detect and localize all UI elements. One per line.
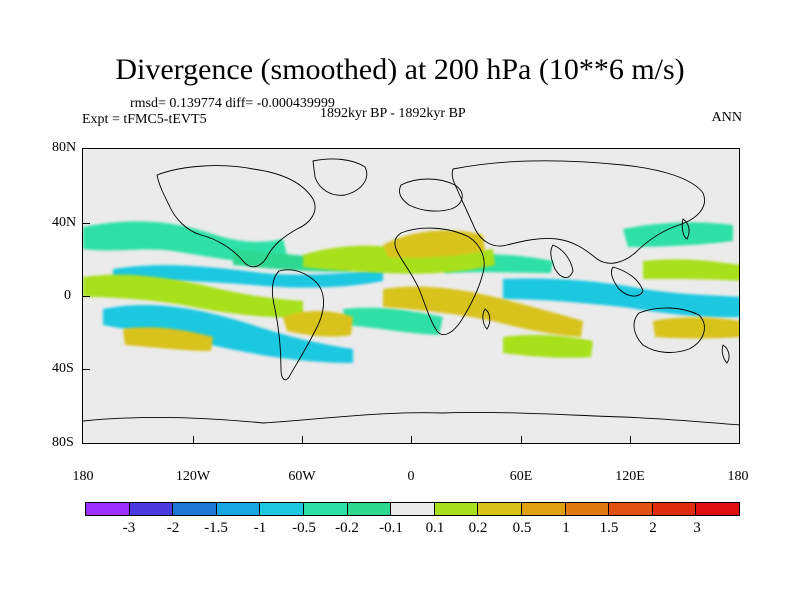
lon-label-180e: 180 — [727, 469, 749, 484]
lat-tick — [82, 148, 90, 149]
coast-north-america — [156, 165, 316, 268]
lon-tick — [302, 436, 303, 444]
lon-label-180w: 180 — [72, 469, 94, 484]
band-indian-ocean — [503, 278, 739, 318]
lat-label-40n: 40N — [52, 215, 77, 230]
colorbar-swatch — [260, 503, 304, 515]
band-eurasia — [383, 230, 485, 258]
coast-europe — [398, 178, 463, 212]
lat-label-80s: 80S — [52, 435, 74, 450]
coast-greenland — [312, 158, 368, 196]
colorbar-label: -1.5 — [204, 520, 228, 536]
colorbar-label: 3 — [693, 520, 701, 536]
coastlines — [83, 158, 739, 426]
plot-title: Divergence (smoothed) at 200 hPa (10**6 … — [115, 53, 685, 86]
divergence-map — [83, 158, 739, 426]
colorbar-label: -3 — [122, 520, 136, 536]
colorbar-swatch — [696, 503, 739, 515]
band-far-east — [643, 259, 739, 281]
coast-india — [550, 244, 574, 278]
colorbar-label: -1 — [253, 520, 267, 536]
colorbar-swatch — [434, 503, 479, 515]
colorbar-label: 1.5 — [599, 520, 619, 536]
band-south-america — [283, 311, 353, 337]
colorbar-swatch — [652, 503, 697, 515]
colorbar-label: -0.5 — [292, 520, 316, 536]
band-south-pacific — [103, 304, 353, 363]
lat-tick — [82, 443, 90, 444]
colorbar-swatch — [216, 503, 261, 515]
coast-new-zealand — [721, 344, 730, 364]
lat-label-40s: 40S — [52, 361, 74, 376]
colorbar — [85, 502, 740, 516]
lon-label-120w: 120W — [175, 469, 211, 484]
colorbar-label: -0.1 — [379, 520, 403, 536]
lat-tick — [82, 296, 90, 297]
lon-tick — [193, 436, 194, 444]
coast-asia — [451, 160, 705, 264]
colorbar-swatch — [565, 503, 610, 515]
colorbar-label: 0.2 — [468, 520, 488, 536]
lon-label-60e: 60E — [509, 469, 533, 484]
lat-tick — [82, 369, 90, 370]
band-africa-indian — [383, 286, 583, 337]
lon-tick — [411, 436, 412, 444]
band-central-pacific — [83, 274, 303, 318]
colorbar-label: 0.1 — [425, 520, 445, 536]
colorbar-label: -2 — [166, 520, 180, 536]
colorbar-swatch — [173, 503, 217, 515]
colorbar-swatch — [391, 503, 435, 515]
colorbar-swatch — [609, 503, 653, 515]
band-west-pacific — [623, 222, 733, 247]
band-southern-ocean — [123, 327, 213, 351]
colorbar-label: 0.5 — [512, 520, 532, 536]
coast-antarctica — [83, 412, 739, 426]
map-panel — [82, 148, 740, 444]
band-north-atlantic — [303, 245, 495, 274]
lon-label-60w: 60W — [288, 469, 316, 484]
lon-label-120e: 120E — [615, 469, 645, 484]
coast-southeast-asia — [610, 266, 644, 297]
colorbar-label: 1 — [562, 520, 570, 536]
colorbar-swatch — [86, 503, 130, 515]
colorbar-swatch — [521, 503, 566, 515]
coast-australia — [633, 307, 705, 353]
experiment-label: Expt = tFMC5-tEVT5 — [82, 112, 207, 127]
period-label: 1892kyr BP - 1892kyr BP — [320, 106, 466, 121]
lat-tick — [82, 223, 90, 224]
lon-label-0: 0 — [407, 469, 415, 484]
colorbar-swatch — [478, 503, 522, 515]
band-south-indian-ocean — [503, 334, 593, 358]
rmsd-diff-stats: rmsd= 0.139774 diff= -0.000439999 — [130, 96, 335, 111]
lat-label-0: 0 — [64, 288, 71, 303]
colorbar-swatch — [347, 503, 392, 515]
season-label: ANN — [711, 110, 742, 125]
coast-madagascar — [482, 308, 491, 330]
colorbar-label: 2 — [649, 520, 657, 536]
band-south-atlantic — [343, 307, 443, 335]
colorbar-label: -0.2 — [335, 520, 359, 536]
colorbar-swatch — [303, 503, 348, 515]
lat-label-80n: 80N — [52, 140, 77, 155]
coast-south-america — [271, 269, 324, 381]
lon-tick — [521, 436, 522, 444]
coast-japan — [681, 218, 690, 240]
lon-tick — [630, 436, 631, 444]
positive-divergence-regions — [83, 230, 739, 358]
band-south-pacific-east — [653, 317, 739, 339]
colorbar-swatch — [129, 503, 174, 515]
coast-africa — [394, 227, 485, 335]
